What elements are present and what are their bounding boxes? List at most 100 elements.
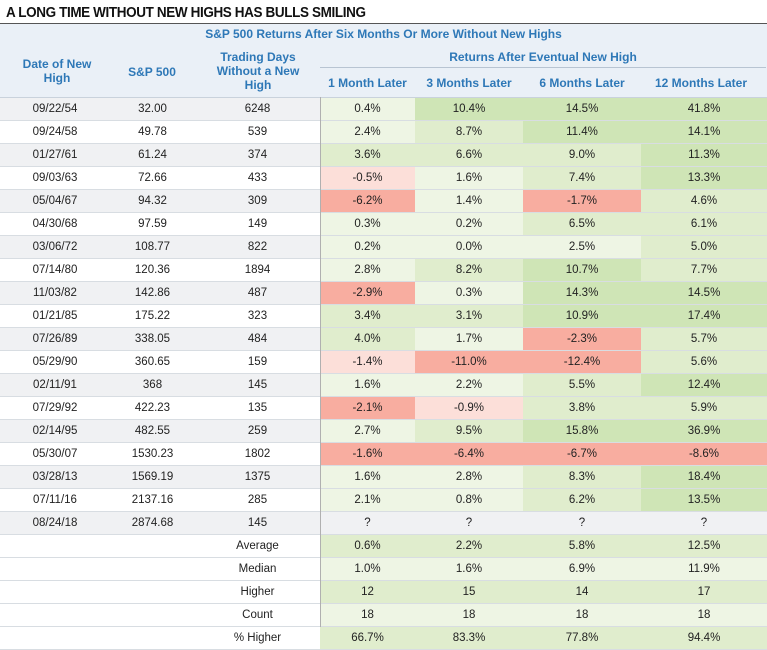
cell-1-month: 3.4% <box>320 305 415 327</box>
cell-date: 03/06/72 <box>32 241 78 253</box>
cell-trading-days: 159 <box>247 356 268 368</box>
cell-date: 07/11/16 <box>33 494 77 506</box>
cell-3-months: -11.0% <box>415 351 523 373</box>
cell-12-months: 41.8% <box>641 98 767 120</box>
cell-1-month: 3.6% <box>320 144 415 166</box>
cell-date: 08/24/18 <box>32 517 78 529</box>
cell-12-months: 7.7% <box>641 259 767 281</box>
summary-6-months: 6.9% <box>523 558 641 580</box>
summary-row: Count 18 18 18 18 <box>0 604 767 627</box>
table-row: 05/29/90 360.65 159 -1.4% -11.0% -12.4% 5.6% <box>0 351 767 374</box>
cell-sp500: 482.55 <box>134 425 171 437</box>
cell-sp500: 120.36 <box>134 264 171 276</box>
cell-3-months: 0.8% <box>415 489 523 511</box>
cell-sp500: 94.32 <box>138 195 167 207</box>
table-row: 01/27/61 61.24 374 3.6% 6.6% 9.0% 11.3% <box>0 144 767 167</box>
cell-trading-days: 433 <box>247 172 268 184</box>
cell-12-months: 13.3% <box>641 167 767 189</box>
cell-date: 02/11/91 <box>33 379 77 391</box>
summary-3-months: 18 <box>415 604 523 626</box>
table-row: 05/04/67 94.32 309 -6.2% 1.4% -1.7% 4.6% <box>0 190 767 213</box>
cell-trading-days: 487 <box>247 287 268 299</box>
cell-sp500: 108.77 <box>134 241 171 253</box>
cell-1-month: 2.8% <box>320 259 415 281</box>
cell-1-month: -1.4% <box>320 351 415 373</box>
summary-1-month: 18 <box>320 604 415 626</box>
header-1-month: 1 Month Later <box>328 76 407 90</box>
header-date: Date of New High <box>22 57 92 85</box>
cell-12-months: 14.5% <box>641 282 767 304</box>
cell-6-months: -6.7% <box>523 443 641 465</box>
summary-6-months: 18 <box>523 604 641 626</box>
cell-6-months: ? <box>578 517 586 529</box>
cell-3-months: 1.6% <box>415 167 523 189</box>
cell-sp500: 368 <box>142 379 163 391</box>
header-12-months: 12 Months Later <box>654 76 747 90</box>
cell-sp500: 338.05 <box>134 333 171 345</box>
cell-1-month: 1.6% <box>320 466 415 488</box>
cell-6-months: 10.9% <box>523 305 641 327</box>
cell-sp500: 32.00 <box>138 103 167 115</box>
cell-trading-days: 6248 <box>244 103 271 115</box>
summary-label: Median <box>238 563 277 575</box>
cell-3-months: 0.0% <box>415 236 523 258</box>
cell-trading-days: 309 <box>247 195 268 207</box>
table-row: 07/14/80 120.36 1894 2.8% 8.2% 10.7% 7.7% <box>0 259 767 282</box>
cell-12-months: 6.1% <box>641 213 767 235</box>
cell-6-months: -2.3% <box>523 328 641 350</box>
summary-6-months: 14 <box>523 581 641 603</box>
cell-trading-days: 323 <box>247 310 268 322</box>
cell-date: 05/30/07 <box>32 448 78 460</box>
cell-trading-days: 149 <box>247 218 268 230</box>
summary-row: Higher 12 15 14 17 <box>0 581 767 604</box>
cell-trading-days: 135 <box>247 402 268 414</box>
cell-sp500: 142.86 <box>134 287 171 299</box>
summary-3-months: 2.2% <box>415 535 523 557</box>
cell-trading-days: 145 <box>247 379 268 391</box>
cell-6-months: 3.8% <box>523 397 641 419</box>
cell-sp500: 97.59 <box>138 218 167 230</box>
summary-12-months: 11.9% <box>641 558 767 580</box>
table-row: 07/11/16 2137.16 285 2.1% 0.8% 6.2% 13.5% <box>0 489 767 512</box>
summary-6-months: 77.8% <box>523 627 641 649</box>
cell-12-months: ? <box>700 517 708 529</box>
cell-6-months: 8.3% <box>523 466 641 488</box>
cell-date: 07/29/92 <box>32 402 78 414</box>
cell-date: 04/30/68 <box>32 218 78 230</box>
summary-row: Average 0.6% 2.2% 5.8% 12.5% <box>0 535 767 558</box>
cell-12-months: 11.3% <box>641 144 767 166</box>
cell-3-months: 1.4% <box>415 190 523 212</box>
header-returns-group: Returns After Eventual New High <box>449 50 637 64</box>
cell-6-months: -12.4% <box>523 351 641 373</box>
cell-1-month: 1.6% <box>320 374 415 396</box>
summary-label: % Higher <box>233 632 282 644</box>
summary-3-months: 15 <box>415 581 523 603</box>
cell-6-months: 10.7% <box>523 259 641 281</box>
summary-3-months: 83.3% <box>415 627 523 649</box>
cell-date: 01/21/85 <box>32 310 78 322</box>
table-row: 05/30/07 1530.23 1802 -1.6% -6.4% -6.7% -8.6% <box>0 443 767 466</box>
table-subtitle: S&P 500 Returns After Six Months Or More… <box>0 24 767 45</box>
summary-12-months: 12.5% <box>641 535 767 557</box>
table-row: 02/14/95 482.55 259 2.7% 9.5% 15.8% 36.9% <box>0 420 767 443</box>
cell-12-months: 18.4% <box>641 466 767 488</box>
cell-12-months: 12.4% <box>641 374 767 396</box>
cell-date: 07/26/89 <box>32 333 78 345</box>
cell-date: 05/04/67 <box>32 195 78 207</box>
cell-6-months: 14.5% <box>523 98 641 120</box>
cell-date: 07/14/80 <box>32 264 78 276</box>
cell-1-month: 2.4% <box>320 121 415 143</box>
cell-12-months: 5.9% <box>641 397 767 419</box>
cell-1-month: -2.9% <box>320 282 415 304</box>
cell-trading-days: 374 <box>247 149 268 161</box>
cell-12-months: 36.9% <box>641 420 767 442</box>
cell-1-month: 2.7% <box>320 420 415 442</box>
summary-label: Count <box>242 609 273 621</box>
cell-3-months: 2.2% <box>415 374 523 396</box>
cell-3-months: 6.6% <box>415 144 523 166</box>
cell-12-months: 13.5% <box>641 489 767 511</box>
summary-row: Median 1.0% 1.6% 6.9% 11.9% <box>0 558 767 581</box>
table-row: 11/03/82 142.86 487 -2.9% 0.3% 14.3% 14.5% <box>0 282 767 305</box>
cell-sp500: 72.66 <box>138 172 167 184</box>
summary-12-months: 18 <box>641 604 767 626</box>
